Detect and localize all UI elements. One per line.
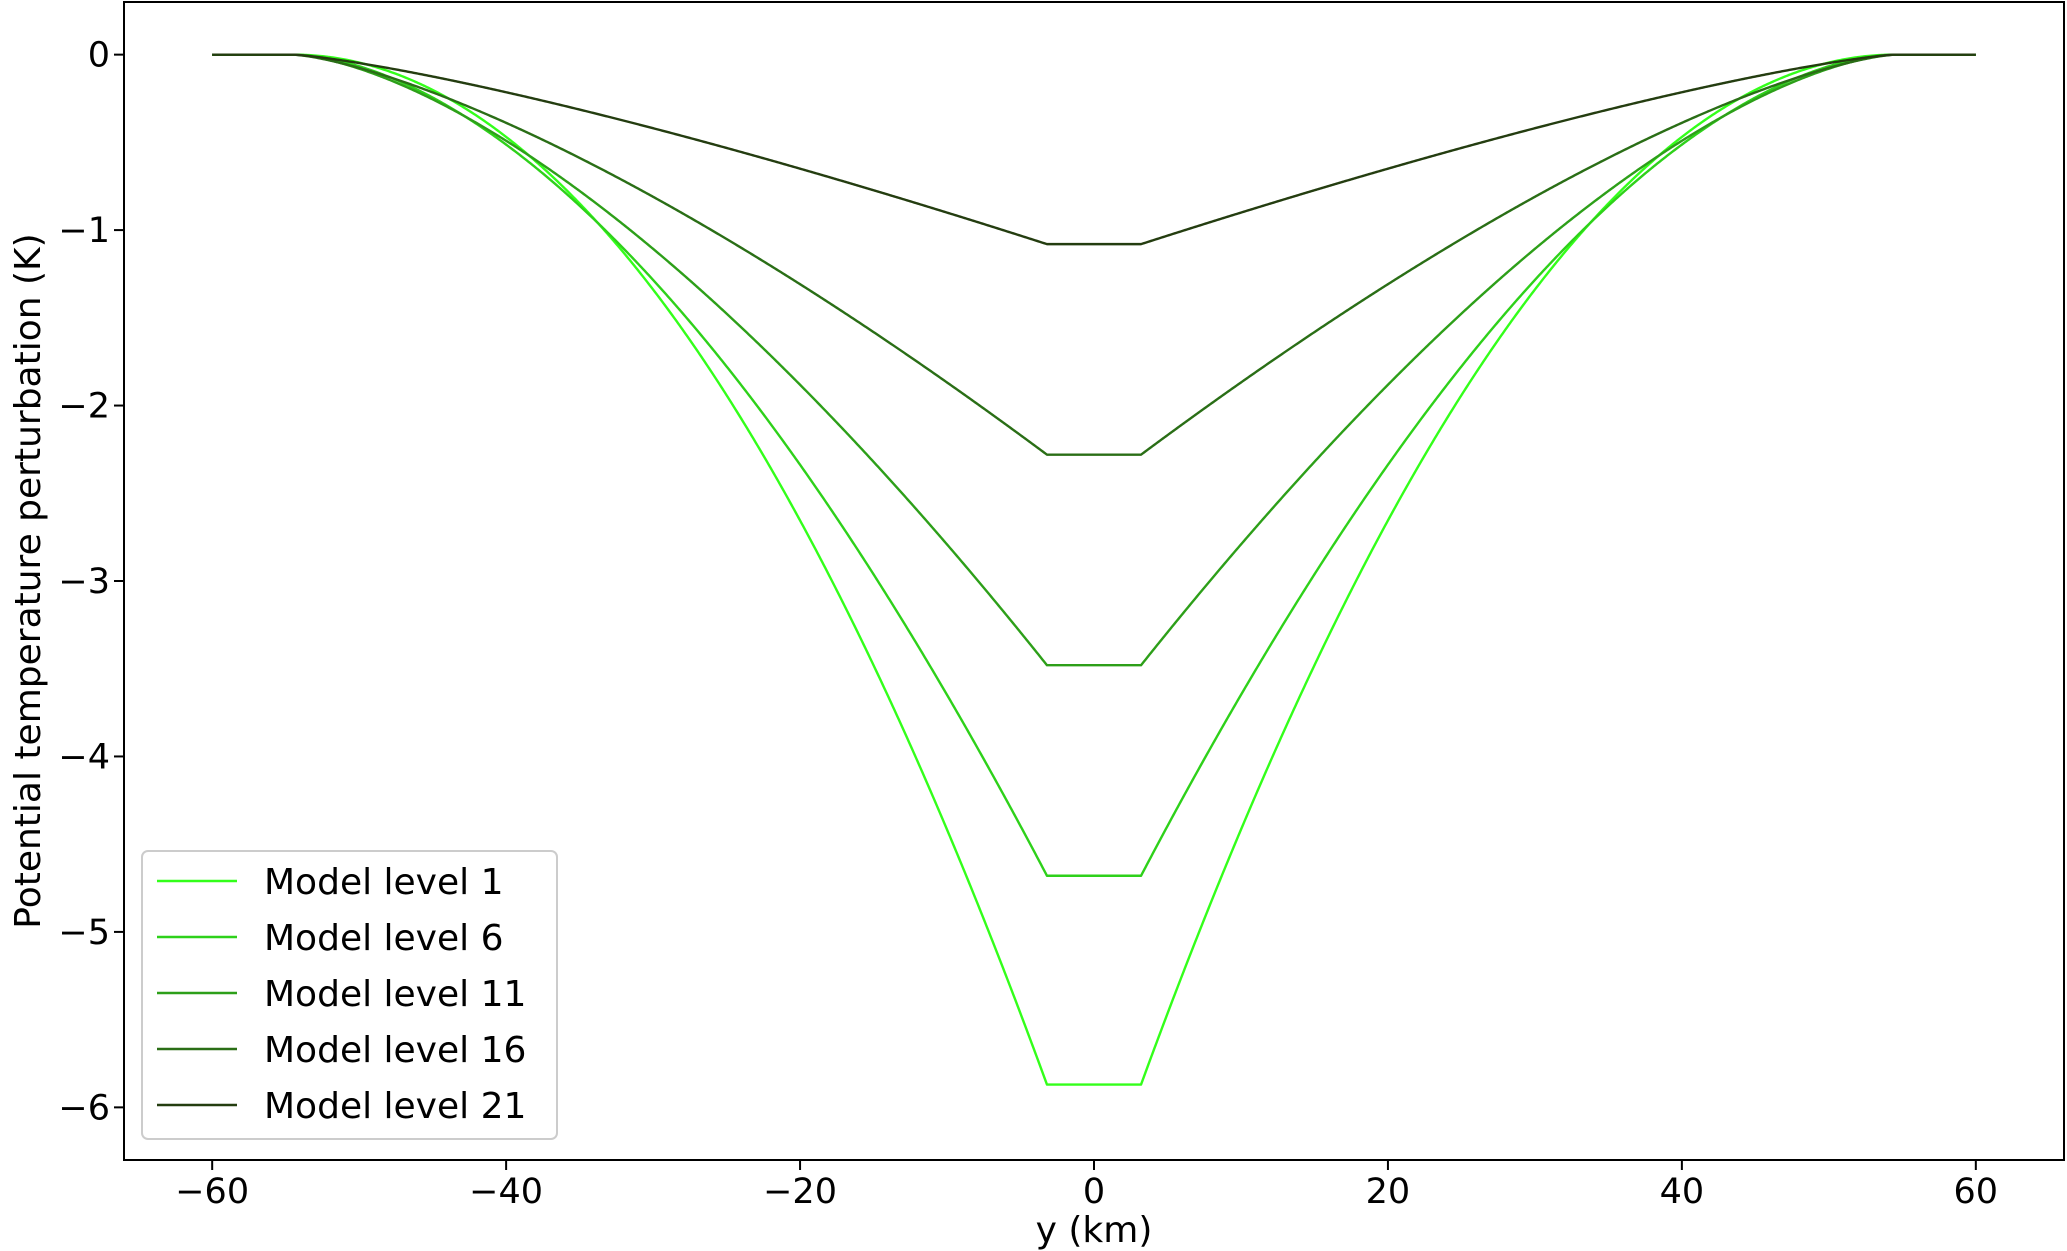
legend-label: Model level 6 bbox=[264, 918, 503, 959]
y-tick-label: 0 bbox=[88, 36, 110, 76]
legend-label: Model level 21 bbox=[264, 1086, 526, 1127]
legend-label: Model level 11 bbox=[264, 974, 526, 1015]
legend-entries: Model level 1 Model level 6 Model level 11… bbox=[157, 862, 526, 1127]
y-tick-label: −3 bbox=[58, 562, 110, 602]
x-axis: −60 −40 −20 0 20 40 60 bbox=[175, 1160, 1998, 1212]
series-line-4 bbox=[212, 53, 1976, 456]
y-tick-label: −4 bbox=[58, 737, 110, 777]
legend-box bbox=[141, 850, 558, 1140]
y-axis: 0 −1 −2 −3 −4 −5 −6 bbox=[58, 36, 124, 1128]
legend-label: Model level 16 bbox=[264, 1030, 526, 1071]
y-tick-label: −6 bbox=[58, 1088, 110, 1128]
x-tick-label: −60 bbox=[175, 1172, 249, 1212]
x-tick-label: 0 bbox=[1083, 1172, 1105, 1212]
y-tick-label: −5 bbox=[58, 913, 110, 953]
legend: Model level 1 Model level 6 Model level 11… bbox=[141, 850, 558, 1140]
x-tick-label: 20 bbox=[1366, 1172, 1411, 1212]
series-line-2 bbox=[212, 53, 1976, 877]
series-line-1 bbox=[212, 53, 1976, 1086]
y-tick-label: −2 bbox=[58, 387, 110, 427]
series-line-3 bbox=[212, 53, 1976, 667]
x-tick-label: −20 bbox=[763, 1172, 837, 1212]
series-layer bbox=[212, 53, 1976, 1086]
series-line-5 bbox=[212, 53, 1976, 246]
x-tick-label: 60 bbox=[1954, 1172, 1999, 1212]
x-tick-label: −40 bbox=[469, 1172, 543, 1212]
legend-label: Model level 1 bbox=[264, 862, 503, 903]
x-tick-label: 40 bbox=[1660, 1172, 1705, 1212]
y-tick-label: −1 bbox=[58, 211, 110, 251]
y-axis-label: Potential temperature perturbation (K) bbox=[8, 233, 49, 928]
x-axis-label: y (km) bbox=[1036, 1210, 1153, 1251]
